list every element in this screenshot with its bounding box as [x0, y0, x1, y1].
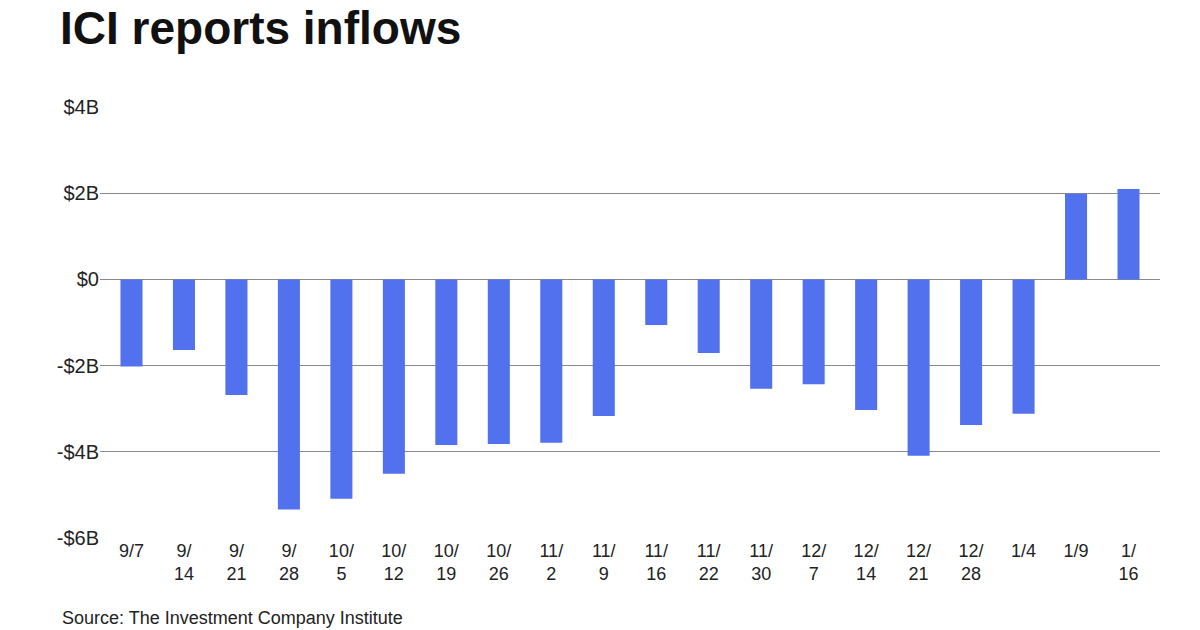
svg-text:10/19: 10/19: [434, 541, 459, 584]
svg-text:11/22: 11/22: [697, 541, 721, 584]
svg-text:11/9: 11/9: [592, 541, 616, 584]
svg-text:1/9: 1/9: [1064, 541, 1089, 561]
svg-text:12/28: 12/28: [959, 541, 984, 584]
svg-text:-$4B: -$4B: [57, 441, 99, 463]
svg-text:9/14: 9/14: [174, 541, 194, 584]
svg-text:12/14: 12/14: [854, 541, 879, 584]
svg-text:1/4: 1/4: [1011, 541, 1036, 561]
svg-text:12/21: 12/21: [906, 541, 931, 584]
svg-text:$4B: $4B: [63, 96, 99, 118]
svg-text:11/2: 11/2: [539, 541, 563, 584]
svg-text:-$6B: -$6B: [57, 527, 99, 549]
svg-text:12/7: 12/7: [801, 541, 826, 584]
svg-text:10/26: 10/26: [486, 541, 511, 584]
svg-text:Source: The Investment Company: Source: The Investment Company Institute: [62, 608, 403, 628]
svg-text:$0: $0: [77, 268, 99, 290]
svg-text:11/16: 11/16: [644, 541, 668, 584]
svg-text:$2B: $2B: [63, 182, 99, 204]
svg-text:10/12: 10/12: [381, 541, 406, 584]
svg-text:ICI reports inflows: ICI reports inflows: [60, 2, 461, 54]
svg-text:9/28: 9/28: [279, 541, 299, 584]
svg-text:1/16: 1/16: [1118, 541, 1138, 584]
svg-text:9/7: 9/7: [119, 541, 144, 561]
svg-text:11/30: 11/30: [749, 541, 773, 584]
svg-text:9/21: 9/21: [226, 541, 246, 584]
svg-text:-$2B: -$2B: [57, 355, 99, 377]
svg-text:10/5: 10/5: [329, 541, 354, 584]
